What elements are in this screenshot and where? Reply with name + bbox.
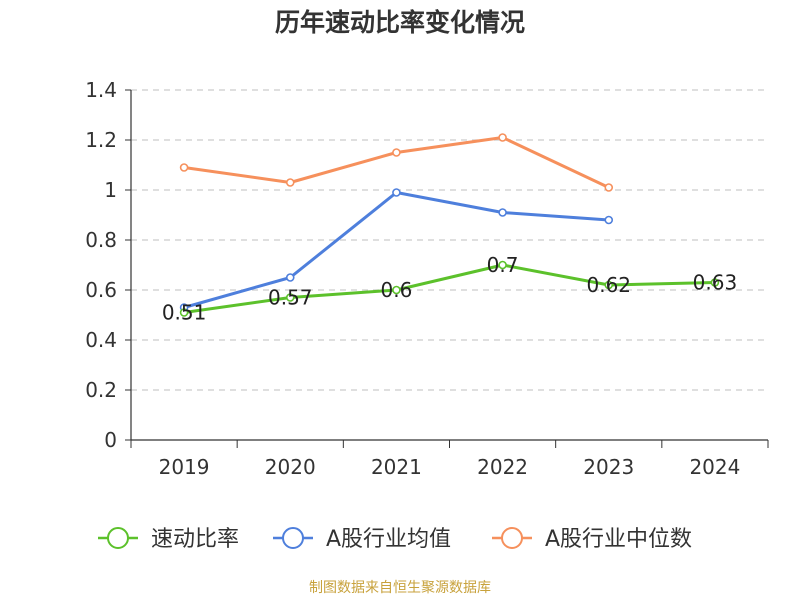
legend-marker (282, 527, 304, 549)
y-tick-label: 1.2 (85, 128, 117, 152)
data-point (710, 278, 720, 287)
x-tick-label: 2020 (265, 455, 316, 479)
data-point (392, 148, 401, 157)
y-tick-label: 1.4 (85, 78, 117, 102)
data-point (285, 178, 295, 187)
data-point (498, 208, 507, 217)
data-label: 0.6 (381, 278, 413, 302)
x-tick-label: 2023 (583, 455, 634, 479)
chart-title: 历年速动比率变化情况 (274, 8, 525, 37)
data-point (498, 260, 507, 270)
data-label-layer: 0.51 0.57 0.6 0.7 0.62 0.63 (162, 253, 737, 325)
data-point (392, 285, 401, 295)
y-tick-label: 1 (104, 178, 117, 202)
series-layer (179, 133, 720, 317)
series-line (183, 263, 715, 314)
data-label: 0.57 (268, 286, 313, 310)
y-tick-label: 0.8 (85, 228, 117, 252)
legend-label: 速动比率 (151, 527, 239, 552)
data-point (498, 133, 507, 142)
data-point (285, 293, 295, 302)
grid-layer (131, 89, 768, 391)
legend-label: A股行业均值 (326, 527, 451, 552)
x-tick-label: 2021 (371, 455, 422, 479)
x-tick-label: 2022 (477, 455, 528, 479)
x-tick-label: 2019 (159, 455, 210, 479)
data-label: 0.63 (693, 271, 738, 295)
y-tick-label: 0.2 (85, 378, 117, 402)
data-point (179, 308, 189, 317)
data-point (604, 183, 614, 192)
legend-marker (107, 527, 129, 549)
series-line (183, 136, 610, 189)
data-point (604, 215, 614, 225)
source-note: 制图数据来自恒生聚源数据库 (309, 580, 491, 596)
legend-label: A股行业中位数 (545, 527, 692, 552)
legend: 速动比率 A股行业均值 A股行业中位数 (98, 527, 692, 552)
y-tick-label: 0.4 (85, 328, 117, 352)
data-point (604, 280, 614, 290)
data-label: 0.7 (487, 253, 519, 277)
data-point (179, 163, 189, 172)
y-tick-label: 0 (104, 428, 117, 452)
legend-marker (501, 527, 523, 549)
data-point (392, 188, 401, 197)
y-tick-label: 0.6 (85, 278, 117, 302)
axis-layer: 0 0.2 0.4 0.6 0.8 1 1.2 1.4 2019 2020 2021 2022 2023… (85, 78, 769, 479)
data-point (285, 273, 295, 282)
x-tick-label: 2024 (689, 455, 740, 479)
data-label: 0.62 (586, 273, 631, 297)
data-label: 0.51 (162, 301, 207, 325)
